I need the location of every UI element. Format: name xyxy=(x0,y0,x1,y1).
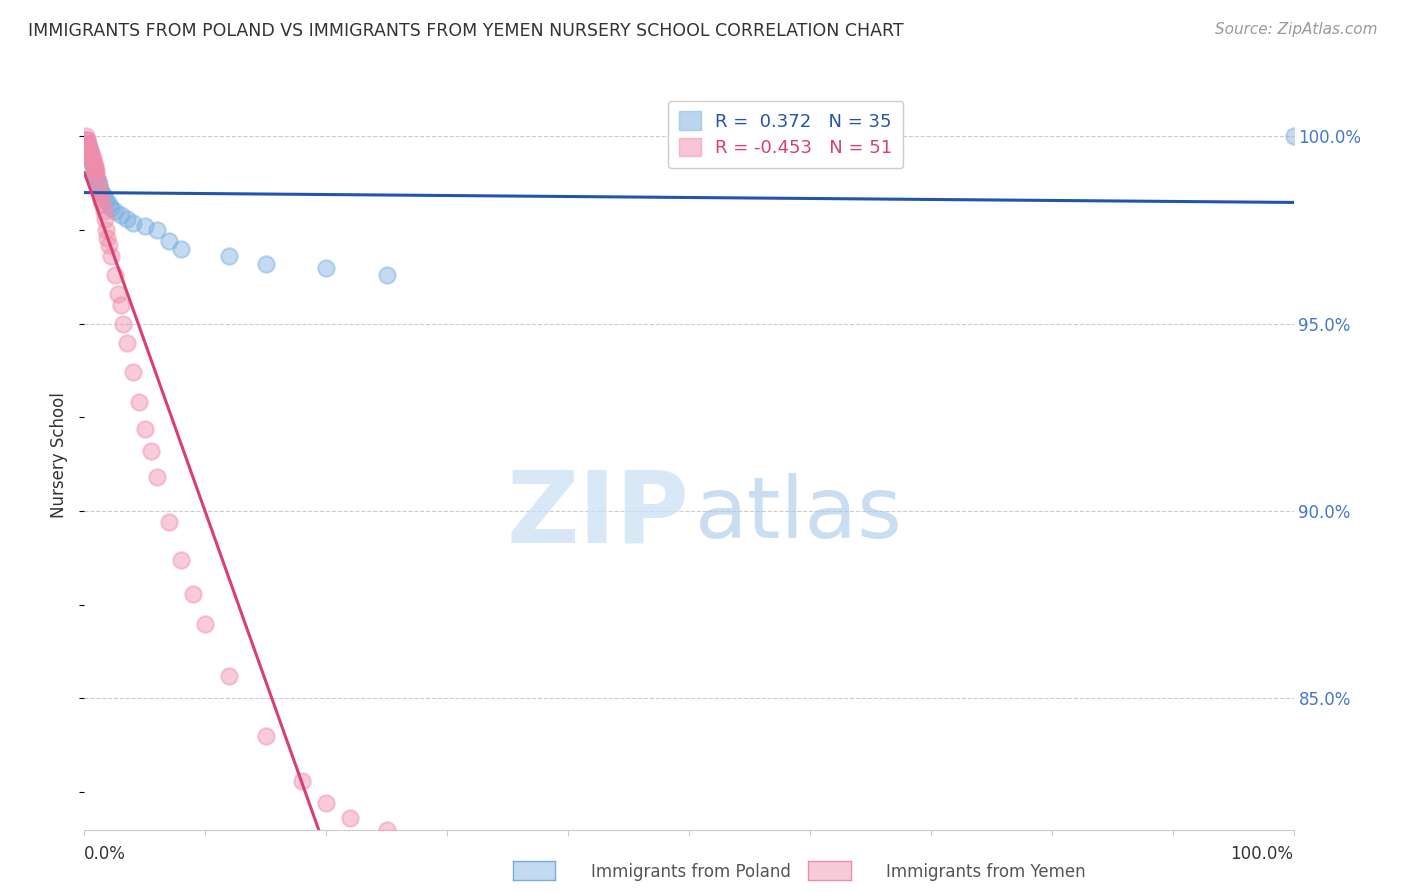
Point xyxy=(75,133,97,147)
Point xyxy=(80,155,103,169)
Point xyxy=(315,797,337,811)
Point xyxy=(375,822,398,837)
Point xyxy=(90,193,112,207)
Point xyxy=(134,422,156,436)
Point xyxy=(86,163,108,178)
Point xyxy=(77,141,100,155)
Point xyxy=(96,230,118,244)
Point xyxy=(254,729,277,743)
Legend: R =  0.372   N = 35, R = -0.453   N = 51: R = 0.372 N = 35, R = -0.453 N = 51 xyxy=(668,101,903,168)
Point xyxy=(104,204,127,219)
Point xyxy=(91,197,114,211)
Point xyxy=(1282,129,1305,144)
Point xyxy=(339,811,361,825)
Point xyxy=(75,136,97,151)
Point xyxy=(86,174,108,188)
Text: 100.0%: 100.0% xyxy=(1230,845,1294,863)
Point xyxy=(77,141,100,155)
Point xyxy=(77,148,100,162)
Y-axis label: Nursery School: Nursery School xyxy=(51,392,69,518)
Text: Source: ZipAtlas.com: Source: ZipAtlas.com xyxy=(1215,22,1378,37)
Point xyxy=(94,193,117,207)
Point xyxy=(115,211,138,226)
Point xyxy=(84,167,107,181)
Point xyxy=(87,182,110,196)
Point xyxy=(94,223,117,237)
Point xyxy=(77,145,100,159)
Point xyxy=(104,268,127,282)
Point xyxy=(170,242,193,256)
Point xyxy=(86,170,108,185)
Point xyxy=(112,317,135,331)
Point xyxy=(80,148,103,162)
Point xyxy=(146,470,169,484)
Point xyxy=(100,201,122,215)
Point xyxy=(86,174,108,188)
Text: atlas: atlas xyxy=(695,474,903,557)
Point xyxy=(84,163,107,178)
Point xyxy=(76,136,98,151)
Point xyxy=(80,152,103,166)
Point xyxy=(82,160,104,174)
Point xyxy=(77,136,100,151)
Point xyxy=(76,133,98,147)
Point xyxy=(291,773,314,788)
Point xyxy=(134,219,156,234)
Point xyxy=(89,186,111,200)
Point xyxy=(83,155,105,169)
Point xyxy=(94,211,117,226)
Text: Immigrants from Yemen: Immigrants from Yemen xyxy=(886,863,1085,881)
Text: 0.0%: 0.0% xyxy=(84,845,127,863)
Point xyxy=(254,257,277,271)
Point xyxy=(83,163,105,178)
Point xyxy=(139,444,162,458)
Text: ZIP: ZIP xyxy=(506,467,689,564)
Point xyxy=(194,616,217,631)
Point xyxy=(77,141,100,155)
Point xyxy=(76,133,98,147)
Point xyxy=(86,167,108,181)
Point xyxy=(97,238,120,252)
Point xyxy=(83,160,105,174)
Point xyxy=(170,553,193,567)
Point xyxy=(315,260,337,275)
Point xyxy=(79,148,101,162)
Point xyxy=(93,204,115,219)
Point xyxy=(91,186,114,200)
Point xyxy=(128,395,150,409)
Point xyxy=(79,145,101,159)
Point xyxy=(110,298,132,312)
Point xyxy=(157,235,180,249)
Point xyxy=(76,141,98,155)
Point xyxy=(121,366,143,380)
Point xyxy=(79,152,101,166)
Point xyxy=(181,586,204,600)
Point xyxy=(77,145,100,159)
Point xyxy=(79,145,101,159)
Point xyxy=(218,669,240,683)
Point xyxy=(157,516,180,530)
Point xyxy=(84,160,107,174)
Point xyxy=(110,208,132,222)
Point xyxy=(93,189,115,203)
Point xyxy=(115,335,138,350)
Point xyxy=(375,268,398,282)
Point xyxy=(121,216,143,230)
Point xyxy=(107,286,129,301)
Point xyxy=(89,182,111,196)
Point xyxy=(75,129,97,144)
Point xyxy=(87,178,110,193)
Text: Immigrants from Poland: Immigrants from Poland xyxy=(591,863,790,881)
Point xyxy=(82,152,104,166)
Text: IMMIGRANTS FROM POLAND VS IMMIGRANTS FROM YEMEN NURSERY SCHOOL CORRELATION CHART: IMMIGRANTS FROM POLAND VS IMMIGRANTS FRO… xyxy=(28,22,904,40)
Point xyxy=(218,249,240,263)
Point xyxy=(97,197,120,211)
Point xyxy=(82,155,104,169)
Point xyxy=(77,136,100,151)
Point xyxy=(100,249,122,263)
Point xyxy=(146,223,169,237)
